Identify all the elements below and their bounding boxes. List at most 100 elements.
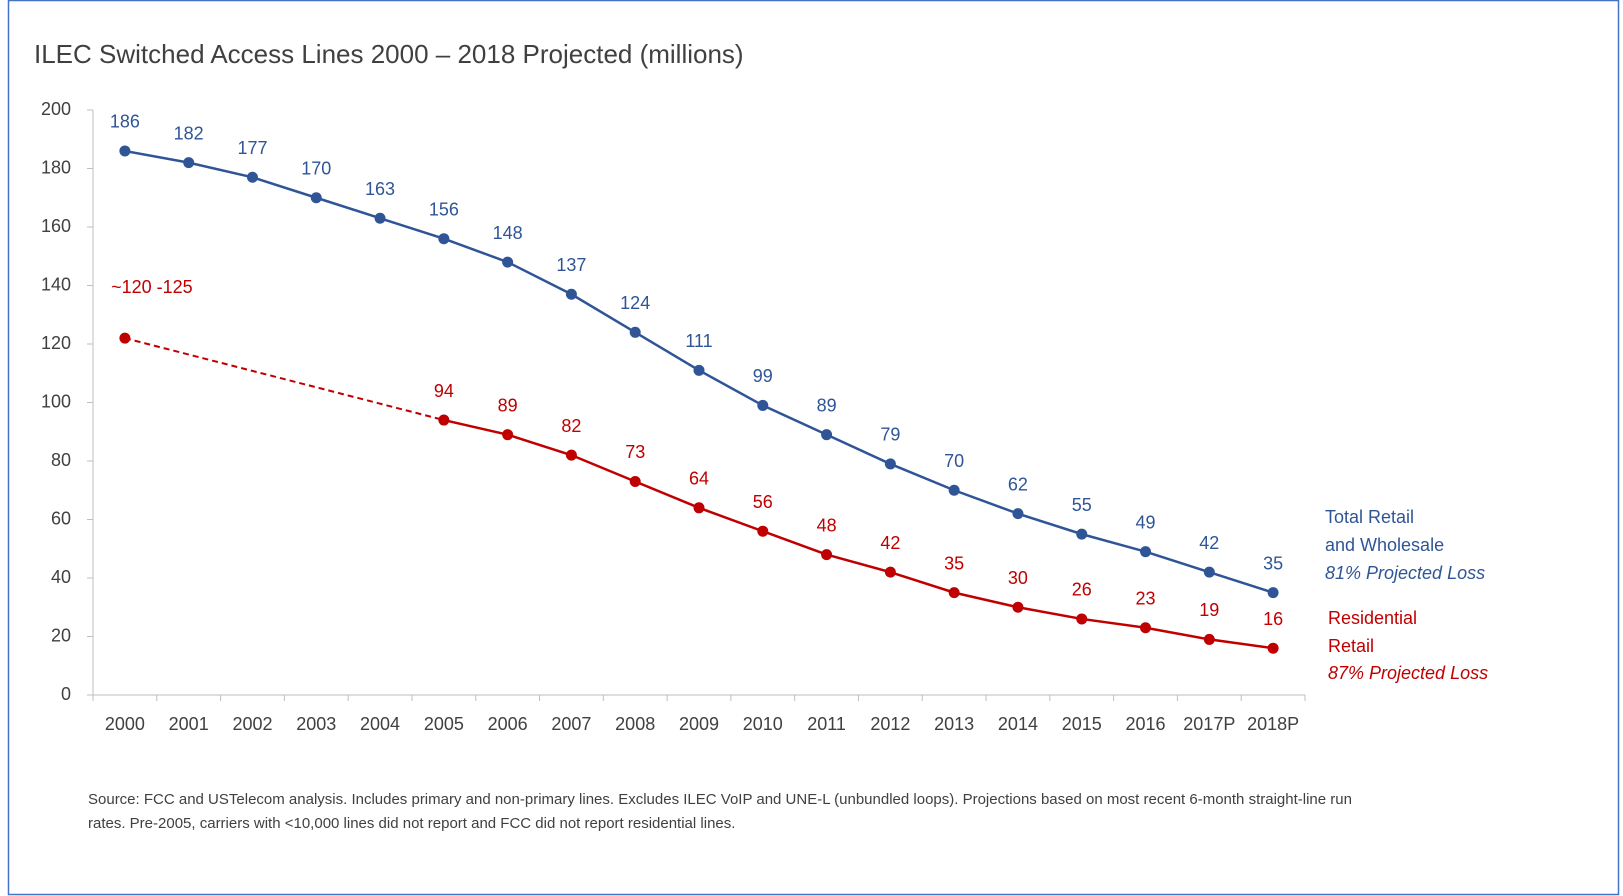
data-point (502, 256, 514, 268)
data-point (119, 332, 131, 344)
data-label: 35 (944, 553, 964, 573)
data-label: 94 (434, 381, 454, 401)
data-point (1203, 566, 1215, 578)
x-tick-label: 2012 (870, 714, 910, 734)
gap-connector (124, 337, 445, 422)
y-tick-label: 40 (51, 567, 71, 587)
x-tick-label: 2001 (169, 714, 209, 734)
data-label: 26 (1072, 580, 1092, 600)
data-label: 137 (556, 255, 586, 275)
y-tick-label: 140 (41, 274, 71, 294)
data-point (374, 212, 386, 224)
data-label: 48 (817, 515, 837, 535)
x-tick-label: 2007 (551, 714, 591, 734)
data-point (183, 157, 195, 169)
series-label: Total Retail and Wholesale (1325, 507, 1445, 555)
data-point (502, 429, 514, 441)
data-label: 186 (110, 112, 140, 132)
x-tick-label: 2014 (998, 714, 1038, 734)
data-point (948, 587, 960, 599)
data-point (629, 326, 641, 338)
x-tick-label: 2006 (488, 714, 528, 734)
data-label: 70 (944, 451, 964, 471)
data-point (884, 566, 896, 578)
data-label: 42 (880, 533, 900, 553)
data-point (565, 288, 577, 300)
x-tick-label: 2011 (807, 714, 846, 734)
y-tick-label: 80 (51, 450, 71, 470)
y-tick-label: 0 (61, 684, 71, 704)
series-label: Residential Retail (1328, 608, 1418, 656)
data-label: 170 (301, 159, 331, 179)
chart-title: ILEC Switched Access Lines 2000 – 2018 P… (34, 39, 744, 69)
data-point (757, 525, 769, 537)
data-point (821, 549, 833, 561)
y-tick-label: 100 (41, 391, 71, 411)
data-point (693, 502, 705, 514)
x-tick-label: 2009 (679, 714, 719, 734)
data-label: 99 (753, 366, 773, 386)
data-point (1076, 528, 1088, 540)
annotation: 87% Projected Loss (1328, 663, 1489, 683)
x-tick-label: 2005 (424, 714, 464, 734)
y-tick-label: 200 (41, 99, 71, 119)
y-tick-label: 20 (51, 625, 71, 645)
data-label: 73 (625, 442, 645, 462)
data-label: 62 (1008, 474, 1028, 494)
data-label: 42 (1199, 533, 1219, 553)
data-point (438, 233, 450, 245)
data-label: 182 (174, 123, 204, 143)
data-point (1140, 622, 1152, 634)
source-note: Source: FCC and USTelecom analysis. Incl… (88, 791, 1352, 832)
data-point (1267, 587, 1279, 599)
data-label: 19 (1199, 600, 1219, 620)
data-label: 177 (237, 138, 267, 158)
data-point (1140, 546, 1152, 558)
x-tick-label: 2003 (296, 714, 336, 734)
x-tick-label: 2016 (1126, 714, 1166, 734)
data-label: 124 (620, 293, 650, 313)
y-tick-label: 160 (41, 216, 71, 236)
data-label: 35 (1263, 553, 1283, 573)
y-tick-label: 60 (51, 508, 71, 528)
data-label: 89 (817, 395, 837, 415)
x-tick-label: 2002 (232, 714, 272, 734)
data-label: ~120 -125 (111, 277, 193, 297)
data-label: 111 (685, 331, 712, 351)
annotation: 81% Projected Loss (1325, 563, 1486, 583)
data-point (1012, 508, 1024, 520)
data-label: 89 (498, 395, 518, 415)
data-label: 156 (429, 199, 459, 219)
data-point (1267, 642, 1279, 654)
data-point (948, 484, 960, 496)
data-label: 148 (493, 223, 523, 243)
data-label: 56 (753, 492, 773, 512)
y-tick-label: 180 (41, 157, 71, 177)
data-point (1012, 601, 1024, 613)
x-tick-label: 2017P (1183, 714, 1235, 734)
data-point (119, 145, 131, 157)
data-point (757, 399, 769, 411)
y-tick-label: 120 (41, 333, 71, 353)
data-point (693, 364, 705, 376)
data-label: 30 (1008, 568, 1028, 588)
x-tick-label: 2013 (934, 714, 974, 734)
x-tick-label: 2004 (360, 714, 400, 734)
data-point (884, 458, 896, 470)
x-tick-label: 2010 (743, 714, 783, 734)
data-label: 49 (1136, 512, 1156, 532)
data-label: 79 (880, 425, 900, 445)
x-tick-label: 2015 (1062, 714, 1102, 734)
data-label: 163 (365, 179, 395, 199)
data-point (629, 475, 641, 487)
frame (7, 0, 1620, 896)
x-tick-label: 2008 (615, 714, 655, 734)
data-point (1203, 633, 1215, 645)
data-point (1076, 613, 1088, 625)
data-point (821, 429, 833, 441)
series-line (443, 418, 1274, 650)
x-tick-label: 2018P (1247, 714, 1299, 734)
data-point (310, 192, 322, 204)
data-label: 16 (1263, 609, 1283, 629)
